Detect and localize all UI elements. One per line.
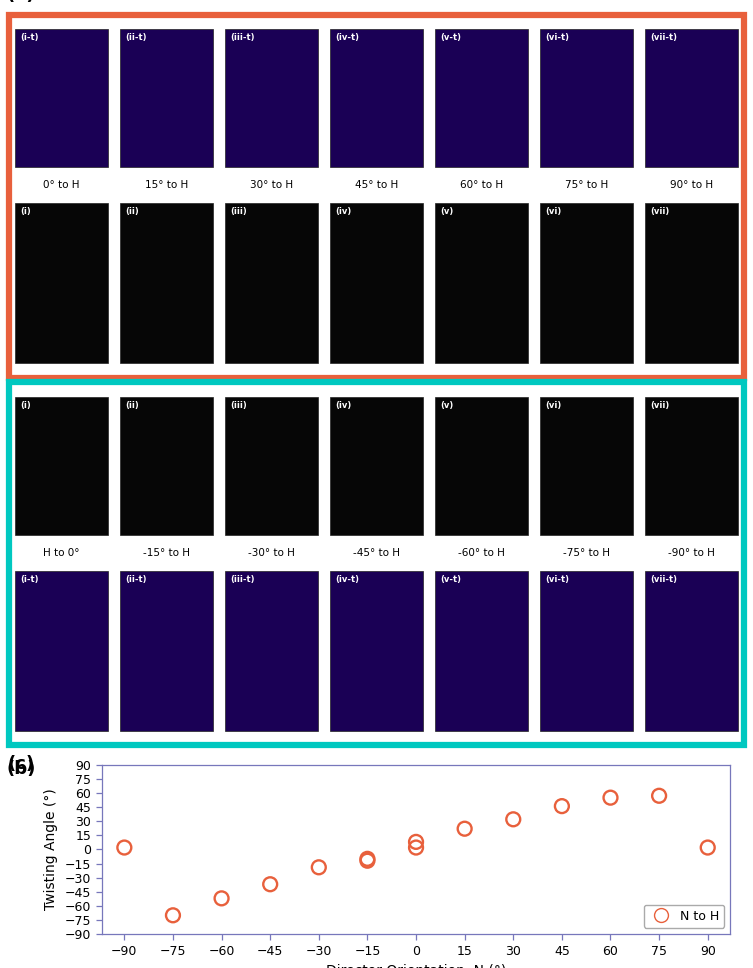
Bar: [9, 15, 744, 378]
Text: (i): (i): [20, 207, 32, 216]
Text: 75° to H: 75° to H: [565, 180, 608, 190]
Text: (vii-t): (vii-t): [651, 33, 678, 42]
Text: (v): (v): [441, 207, 454, 216]
Point: [264, 876, 276, 892]
Point: [410, 840, 422, 856]
Point: [459, 821, 471, 836]
Point: [361, 851, 373, 866]
Text: -15° to H: -15° to H: [143, 548, 190, 558]
Text: (iii-t): (iii-t): [230, 33, 255, 42]
Point: [167, 908, 179, 923]
Text: (ii-t): (ii-t): [126, 575, 147, 584]
Bar: [331, 29, 422, 166]
Bar: [15, 203, 108, 363]
Bar: [120, 397, 212, 534]
X-axis label: Director Orientation, N (°): Director Orientation, N (°): [326, 964, 506, 968]
Bar: [331, 571, 422, 731]
Point: [653, 788, 665, 803]
Text: 15° to H: 15° to H: [145, 180, 188, 190]
Text: (iv): (iv): [336, 401, 352, 409]
Text: (iii-t): (iii-t): [230, 575, 255, 584]
Bar: [120, 571, 212, 731]
Point: [410, 834, 422, 850]
Point: [556, 799, 568, 814]
Text: (vi): (vi): [545, 401, 562, 409]
Bar: [435, 571, 528, 731]
Bar: [331, 203, 422, 363]
Text: (vii): (vii): [651, 207, 669, 216]
Text: (v-t): (v-t): [441, 33, 462, 42]
Bar: [541, 203, 633, 363]
Bar: [541, 397, 633, 534]
Bar: [225, 397, 318, 534]
Bar: [541, 571, 633, 731]
Bar: [15, 571, 108, 731]
Bar: [645, 397, 738, 534]
Y-axis label: Twisting Angle (°): Twisting Angle (°): [44, 789, 58, 910]
Bar: [435, 203, 528, 363]
Point: [215, 891, 227, 906]
Bar: [225, 571, 318, 731]
Text: -60° to H: -60° to H: [458, 548, 505, 558]
Bar: [225, 203, 318, 363]
Point: [118, 840, 130, 856]
Text: (ii-t): (ii-t): [126, 33, 147, 42]
Text: (c): (c): [8, 755, 35, 773]
Point: [702, 840, 714, 856]
Bar: [435, 29, 528, 166]
Text: -75° to H: -75° to H: [563, 548, 610, 558]
Bar: [120, 203, 212, 363]
Text: (vii-t): (vii-t): [651, 575, 678, 584]
Text: (i): (i): [20, 401, 32, 409]
Point: [605, 790, 617, 805]
Text: (b): (b): [7, 760, 36, 778]
Bar: [225, 29, 318, 166]
Bar: [15, 397, 108, 534]
Point: [312, 860, 325, 875]
Text: -30° to H: -30° to H: [248, 548, 295, 558]
Bar: [9, 382, 744, 745]
Text: (v): (v): [441, 401, 454, 409]
Text: (ii): (ii): [126, 401, 139, 409]
Text: H to 0°: H to 0°: [43, 548, 80, 558]
Bar: [645, 571, 738, 731]
Bar: [120, 29, 212, 166]
Bar: [645, 29, 738, 166]
Text: (iv-t): (iv-t): [336, 33, 359, 42]
Bar: [9, 15, 744, 378]
Text: (a): (a): [7, 0, 35, 4]
Bar: [541, 29, 633, 166]
Bar: [645, 203, 738, 363]
Text: (iv): (iv): [336, 207, 352, 216]
Bar: [15, 29, 108, 166]
Text: (vii): (vii): [651, 401, 669, 409]
Text: (vi): (vi): [545, 207, 562, 216]
Text: (i-t): (i-t): [20, 575, 39, 584]
Text: 30° to H: 30° to H: [250, 180, 293, 190]
Point: [361, 853, 373, 868]
Text: 60° to H: 60° to H: [460, 180, 503, 190]
Text: (iii): (iii): [230, 401, 247, 409]
Text: 90° to H: 90° to H: [670, 180, 713, 190]
Bar: [331, 397, 422, 534]
Text: -45° to H: -45° to H: [353, 548, 400, 558]
Text: (ii): (ii): [126, 207, 139, 216]
Text: (vi-t): (vi-t): [545, 575, 569, 584]
Point: [508, 811, 520, 827]
Text: 45° to H: 45° to H: [355, 180, 398, 190]
Text: 0° to H: 0° to H: [43, 180, 80, 190]
Text: (v-t): (v-t): [441, 575, 462, 584]
Bar: [9, 382, 744, 745]
Text: (i-t): (i-t): [20, 33, 39, 42]
Text: -90° to H: -90° to H: [668, 548, 715, 558]
Text: (iii): (iii): [230, 207, 247, 216]
Bar: [435, 397, 528, 534]
Text: (vi-t): (vi-t): [545, 33, 569, 42]
Legend: N to H: N to H: [644, 905, 724, 928]
Text: (iv-t): (iv-t): [336, 575, 359, 584]
